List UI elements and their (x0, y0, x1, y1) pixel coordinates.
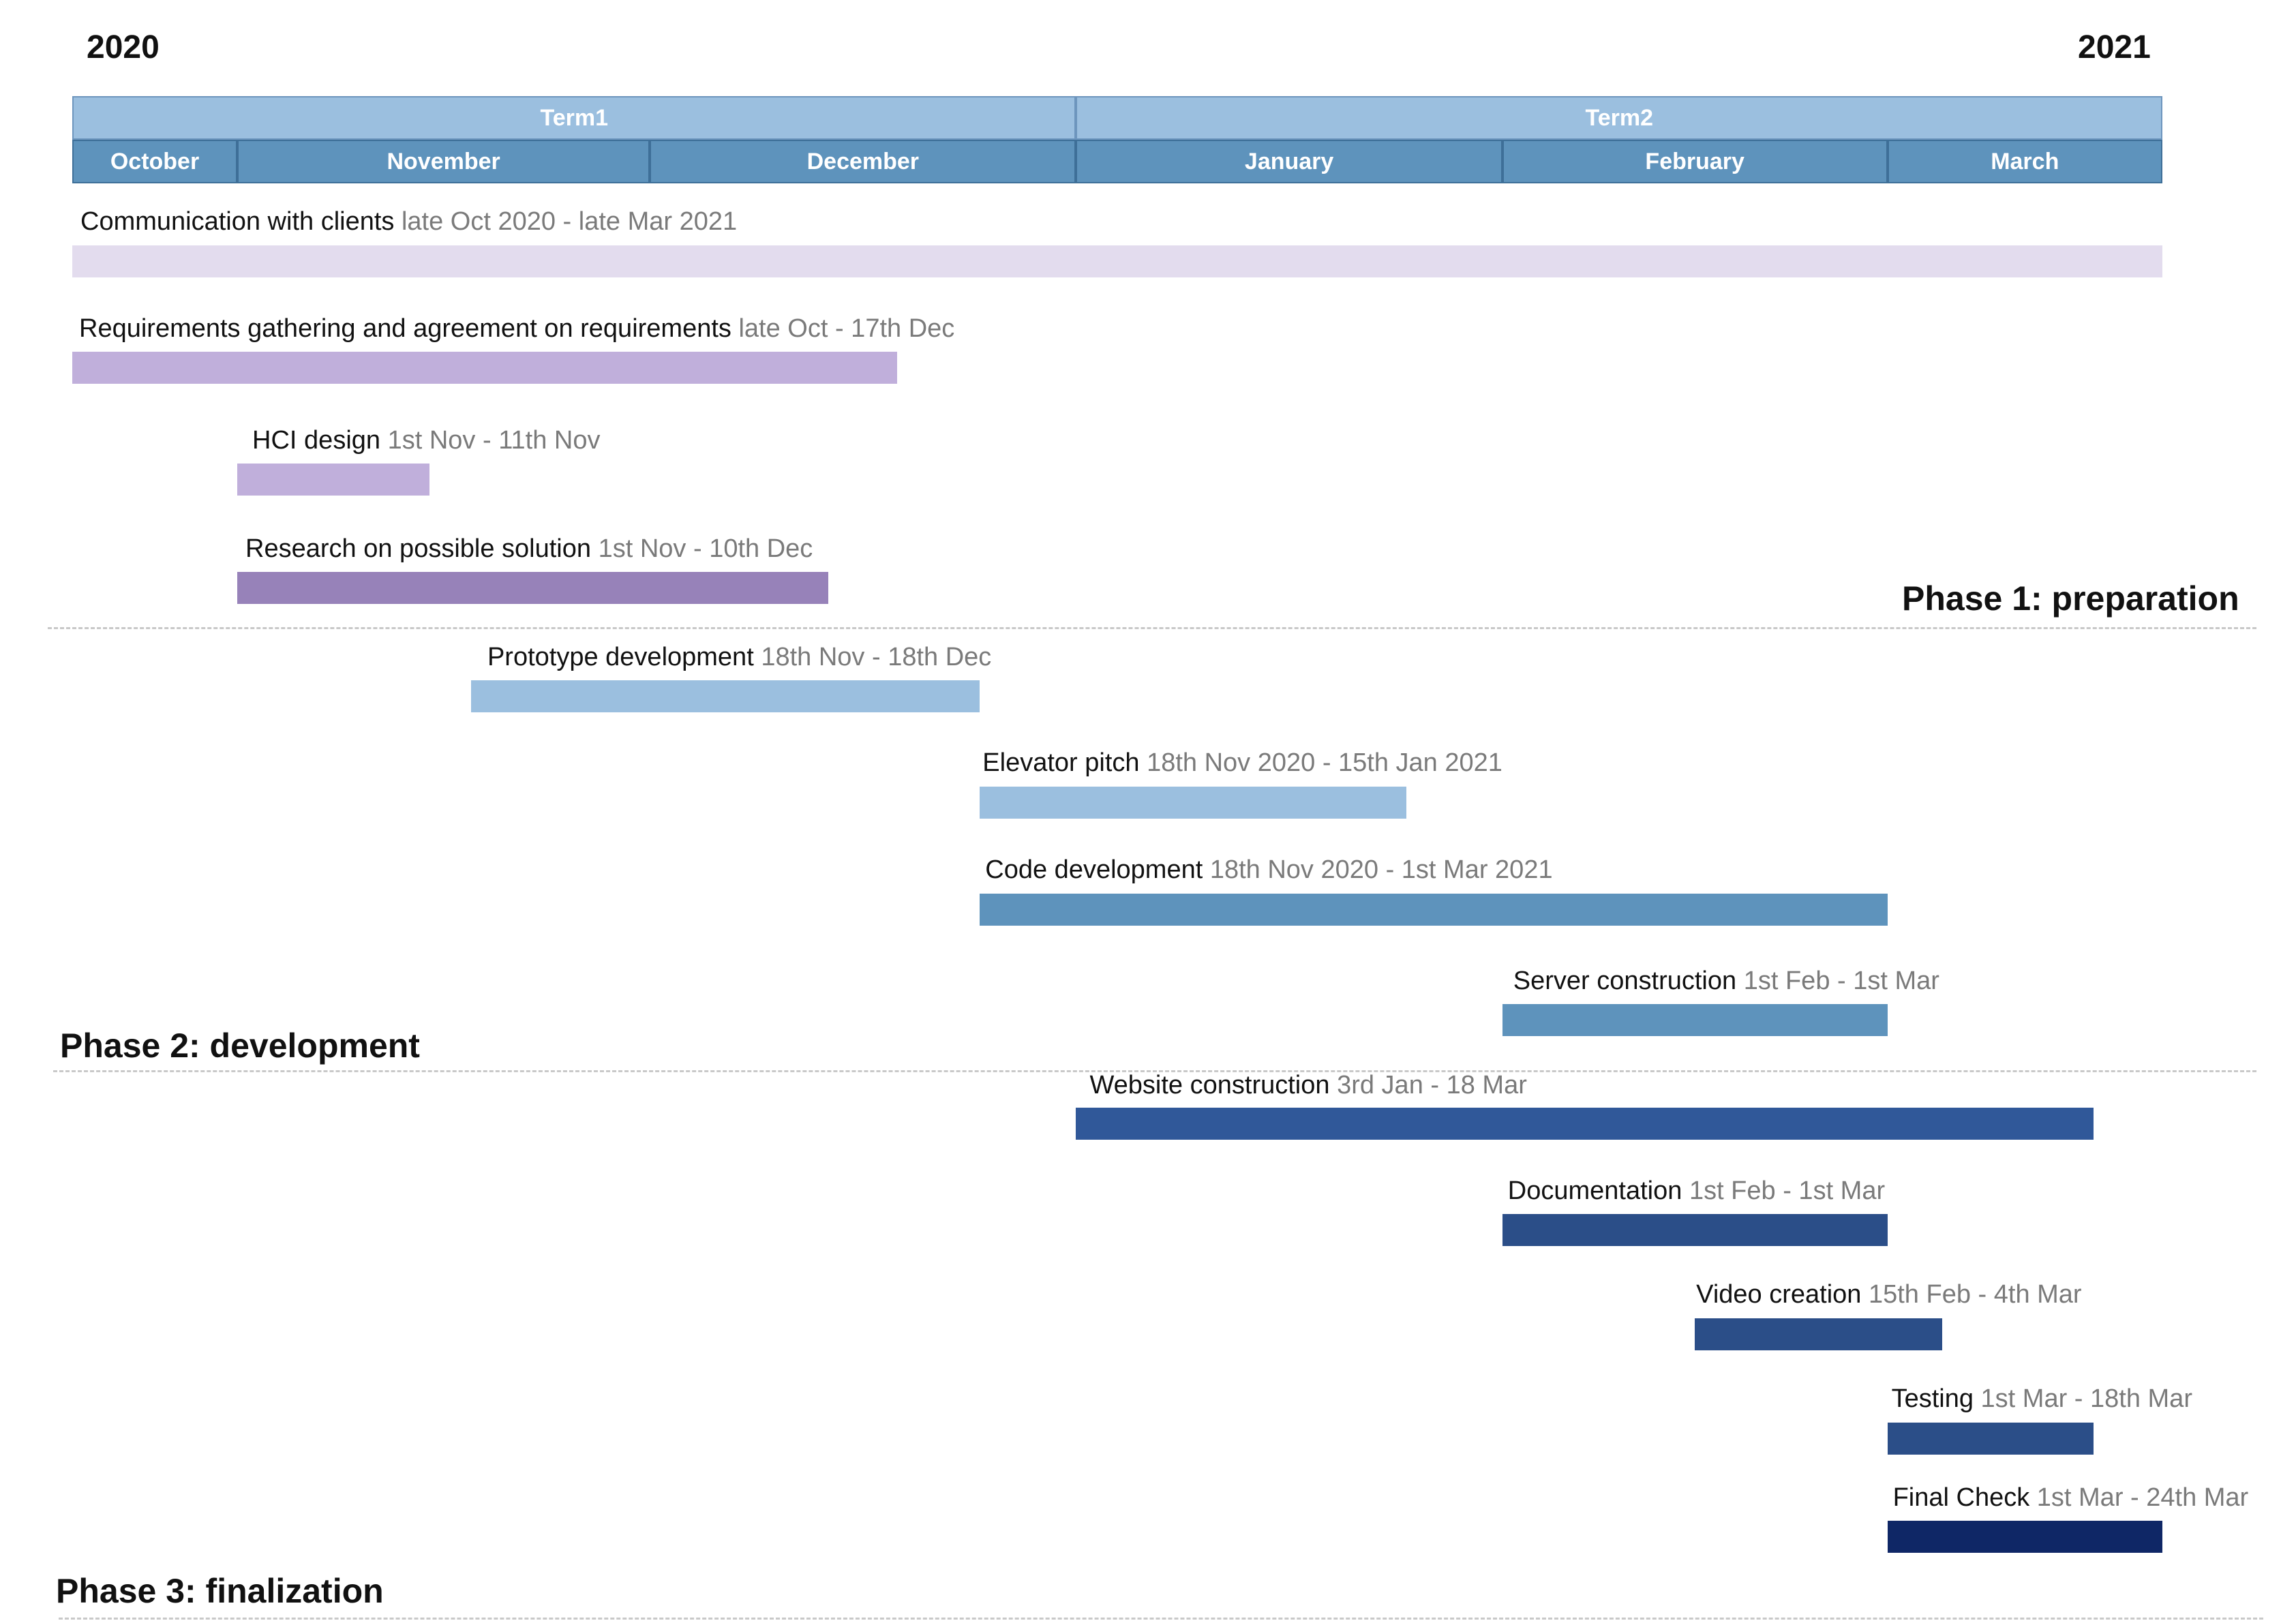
task-dates: 1st Feb - 1st Mar (1743, 967, 1939, 995)
month-header-december: December (650, 140, 1076, 183)
task-name: Elevator pitch (982, 748, 1140, 777)
task-bar (1887, 1423, 2094, 1455)
task-name: Testing (1891, 1384, 1974, 1413)
phase-1-label: Phase 1: preparation (1902, 579, 2239, 618)
task-label: Server construction 1st Feb - 1st Mar (1513, 968, 1939, 994)
task-bar (980, 787, 1406, 819)
task-name: Communication with clients (80, 207, 395, 236)
task-bar (1695, 1318, 1943, 1350)
task-label: Research on possible solution 1st Nov - … (245, 536, 813, 562)
task-name: Documentation (1507, 1177, 1682, 1205)
task-name: Research on possible solution (245, 534, 592, 563)
task-dates: 1st Feb - 1st Mar (1689, 1177, 1886, 1205)
phase-2-divider (53, 1070, 2256, 1072)
end-year-label: 2021 (2078, 29, 2151, 65)
task-name: Website construction (1089, 1071, 1330, 1099)
task-dates: 15th Feb - 4th Mar (1868, 1280, 2082, 1309)
task-dates: 18th Nov 2020 - 1st Mar 2021 (1209, 855, 1553, 884)
task-label: Website construction 3rd Jan - 18 Mar (1089, 1072, 1526, 1098)
month-header-november: November (237, 140, 650, 183)
task-label: HCI design 1st Nov - 11th Nov (252, 427, 600, 453)
task-bar (1502, 1004, 1888, 1036)
task-label: Video creation 15th Feb - 4th Mar (1696, 1281, 2081, 1307)
task-label: Documentation 1st Feb - 1st Mar (1508, 1178, 1885, 1204)
task-dates: late Oct - 17th Dec (738, 314, 955, 343)
task-name: HCI design (252, 426, 381, 455)
task-dates: 1st Mar - 18th Mar (1980, 1384, 2192, 1413)
phase-3-divider (59, 1618, 2263, 1620)
task-name: Server construction (1513, 967, 1737, 995)
task-dates: 18th Nov 2020 - 15th Jan 2021 (1147, 748, 1502, 777)
term-header-2: Term2 (1076, 96, 2162, 140)
start-year-label: 2020 (87, 29, 160, 65)
task-bar (1076, 1108, 2094, 1140)
task-name: Prototype development (487, 643, 754, 671)
task-name: Final Check (1892, 1483, 2030, 1512)
task-label: Code development 18th Nov 2020 - 1st Mar… (985, 857, 1552, 883)
phase-2-label: Phase 2: development (60, 1027, 420, 1065)
task-dates: 3rd Jan - 18 Mar (1337, 1071, 1527, 1099)
task-dates: 1st Mar - 24th Mar (2036, 1483, 2249, 1512)
term-header-1: Term1 (72, 96, 1076, 140)
task-label: Elevator pitch 18th Nov 2020 - 15th Jan … (982, 750, 1502, 776)
task-label: Requirements gathering and agreement on … (79, 316, 954, 342)
task-bar (1502, 1214, 1888, 1246)
task-name: Video creation (1696, 1280, 1862, 1309)
task-dates: 1st Nov - 10th Dec (598, 534, 813, 563)
month-header-march: March (1887, 140, 2162, 183)
phase-1-divider (48, 627, 2256, 629)
task-dates: 1st Nov - 11th Nov (387, 426, 601, 455)
phase-3-label: Phase 3: finalization (56, 1572, 384, 1610)
task-label: Final Check 1st Mar - 24th Mar (1893, 1485, 2249, 1511)
task-bar (72, 245, 2162, 277)
task-bar (980, 894, 1888, 926)
task-name: Requirements gathering and agreement on … (79, 314, 731, 343)
task-bar (470, 680, 980, 712)
task-bar (237, 464, 430, 496)
task-label: Communication with clients late Oct 2020… (80, 209, 737, 234)
month-header-january: January (1076, 140, 1502, 183)
task-dates: late Oct 2020 - late Mar 2021 (401, 207, 738, 236)
task-bar (237, 572, 829, 604)
task-bar (1887, 1521, 2162, 1553)
task-bar (72, 352, 898, 384)
task-label: Prototype development 18th Nov - 18th De… (487, 644, 991, 670)
task-name: Code development (985, 855, 1203, 884)
month-header-october: October (72, 140, 238, 183)
task-dates: 18th Nov - 18th Dec (761, 643, 992, 671)
task-label: Testing 1st Mar - 18th Mar (1892, 1386, 2192, 1412)
month-header-february: February (1502, 140, 1888, 183)
